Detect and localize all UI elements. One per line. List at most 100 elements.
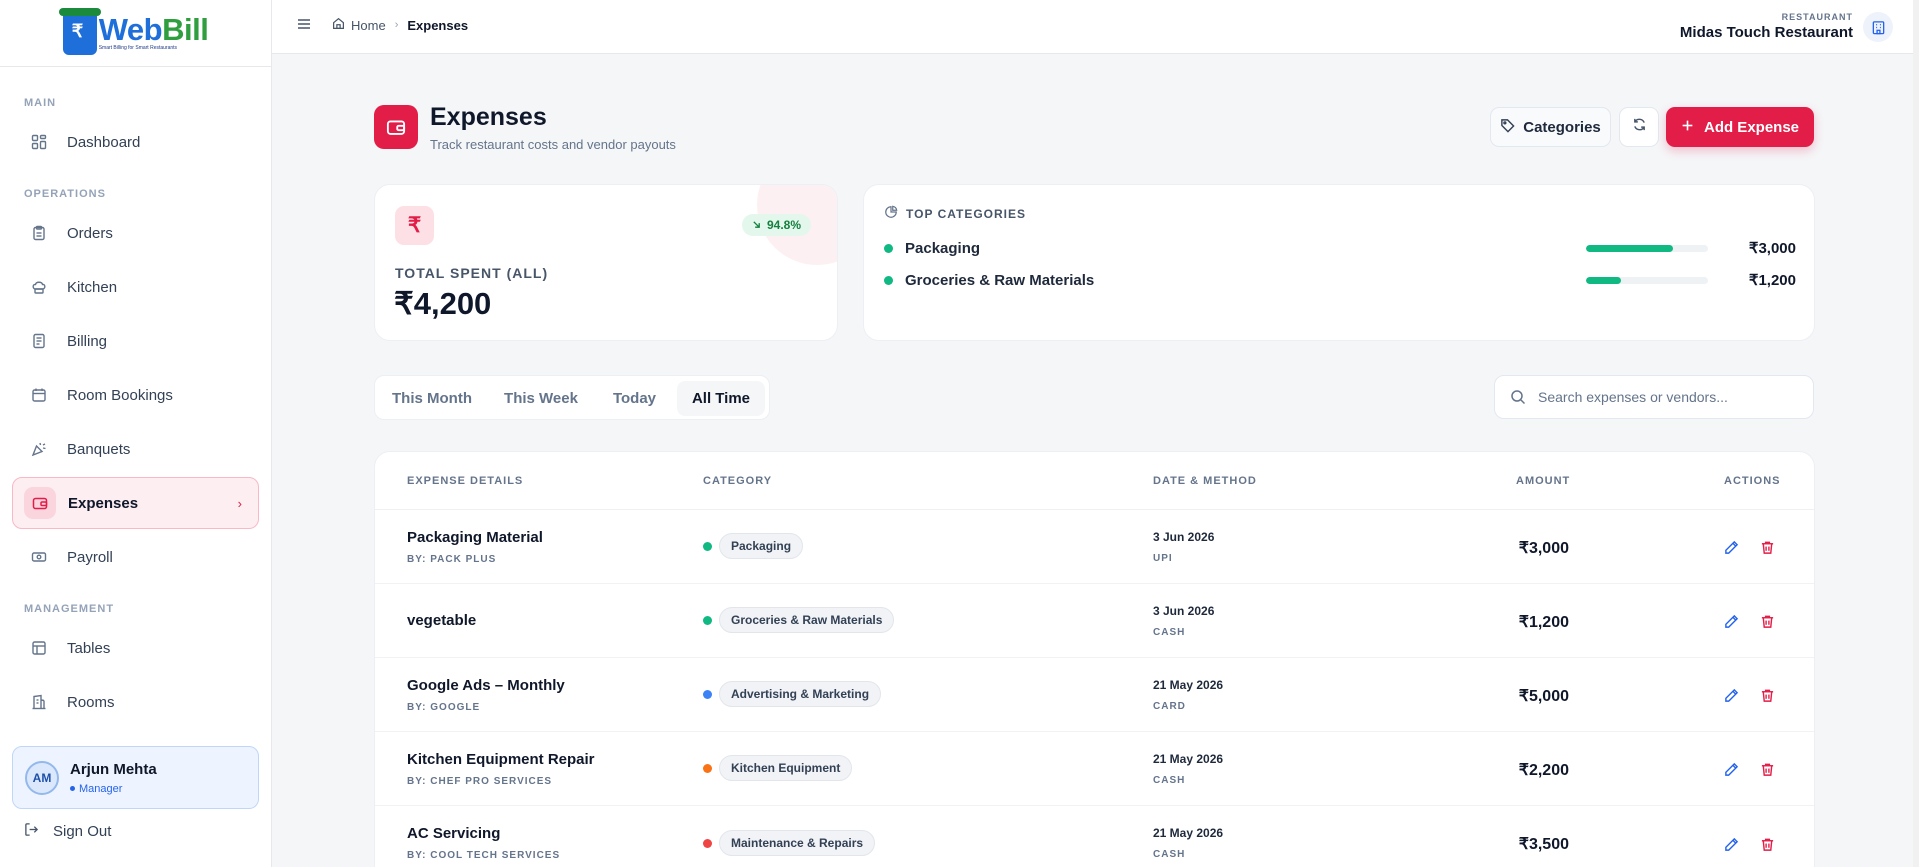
arrow-down-right-icon [752, 218, 761, 232]
trash-icon[interactable] [1756, 833, 1778, 855]
logo-bill-icon [58, 8, 101, 55]
expense-date: 21 May 2026 [1153, 678, 1224, 692]
pie-chart-icon [884, 205, 898, 222]
payment-method: UPI [1153, 553, 1173, 564]
building-icon [28, 691, 50, 713]
table-row[interactable]: Kitchen Equipment Repair BY: CHEF PRO SE… [375, 732, 1814, 806]
add-expense-button[interactable]: Add Expense [1666, 107, 1814, 147]
clipboard-icon [28, 222, 50, 244]
edit-icon[interactable] [1720, 758, 1742, 780]
restaurant-name: Midas Touch Restaurant [1679, 24, 1853, 41]
category-dot-icon [884, 275, 893, 285]
trash-icon[interactable] [1756, 758, 1778, 780]
top-category-amount: ₹1,200 [1748, 272, 1796, 289]
column-header-actions: ACTIONS [1724, 475, 1781, 487]
page-scrollbar[interactable] [1913, 0, 1919, 867]
expenses-wallet-icon [374, 105, 418, 149]
search-icon [1510, 389, 1526, 405]
sidebar-item-room-bookings[interactable]: Room Bookings [12, 369, 259, 421]
header-divider [375, 509, 1814, 510]
total-spent-card: ₹ 94.8% TOTAL SPENT (ALL) ₹4,200 [374, 184, 838, 341]
expense-title: Kitchen Equipment Repair [407, 751, 595, 768]
search-box [1494, 375, 1814, 419]
expense-title: vegetable [407, 612, 477, 629]
payment-method: CASH [1153, 849, 1186, 860]
page-subtitle: Track restaurant costs and vendor payout… [430, 137, 676, 152]
column-header-amount: AMOUNT [1516, 475, 1571, 487]
payment-method: CASH [1153, 627, 1186, 638]
refresh-button[interactable] [1619, 107, 1659, 147]
edit-icon[interactable] [1720, 610, 1742, 632]
role-dot-icon [70, 786, 75, 791]
edit-icon[interactable] [1720, 833, 1742, 855]
expense-date: 21 May 2026 [1153, 826, 1224, 840]
category-progress-fill [1586, 244, 1673, 252]
sign-out-label: Sign Out [53, 823, 112, 840]
trash-icon[interactable] [1756, 536, 1778, 558]
restaurant-info: RESTAURANT Midas Touch Restaurant [1680, 12, 1853, 41]
table-row[interactable]: Packaging Material BY: PACK PLUS Packagi… [375, 510, 1814, 584]
logout-icon [24, 822, 39, 841]
top-category-row: Groceries & Raw Materials ₹1,200 [884, 270, 1796, 290]
sidebar-item-orders[interactable]: Orders [12, 207, 259, 259]
sidebar-item-kitchen[interactable]: Kitchen [12, 261, 259, 313]
restaurant-building-icon[interactable] [1863, 12, 1893, 42]
topbar: Home › Expenses RESTAURANT Midas Touch R… [272, 0, 1919, 54]
categories-button[interactable]: Categories [1490, 107, 1611, 147]
sign-out-button[interactable]: Sign Out [24, 822, 111, 841]
table-row[interactable]: vegetable Groceries & Raw Materials 3 Ju… [375, 584, 1814, 658]
dashboard-icon [28, 131, 50, 153]
sidebar-item-label: Billing [67, 332, 108, 350]
edit-icon[interactable] [1720, 684, 1742, 706]
column-header-category: CATEGORY [703, 475, 773, 487]
expense-amount: ₹2,200 [1518, 762, 1569, 779]
table-row[interactable]: Google Ads – Monthly BY: GOOGLE Advertis… [375, 658, 1814, 732]
total-spent-value: ₹4,200 [394, 286, 492, 321]
logo-word-web: Web [98, 12, 163, 47]
logo-word-bill: Bill [162, 12, 209, 47]
menu-icon[interactable] [296, 16, 316, 36]
trash-icon[interactable] [1756, 610, 1778, 632]
expense-amount: ₹5,000 [1518, 688, 1569, 705]
sidebar-item-expenses[interactable]: Expenses › [12, 477, 259, 529]
sidebar-item-tables[interactable]: Tables [12, 622, 259, 674]
sidebar-item-label: Room Bookings [67, 386, 173, 404]
avatar: AM [25, 760, 59, 795]
sidebar-item-label: Orders [67, 224, 113, 242]
sidebar-item-billing[interactable]: Billing [12, 315, 259, 367]
expense-vendor: BY: COOL TECH SERVICES [407, 850, 561, 861]
expense-date: 21 May 2026 [1153, 752, 1224, 766]
edit-icon[interactable] [1720, 536, 1742, 558]
sidebar-item-label: Tables [67, 639, 111, 657]
expense-title: Google Ads – Monthly [407, 677, 565, 694]
tab-this-week[interactable]: This Week [504, 390, 578, 407]
top-category-amount: ₹3,000 [1748, 240, 1796, 257]
banknote-icon [28, 546, 50, 568]
tab-this-month[interactable]: This Month [392, 390, 472, 407]
tab-today[interactable]: Today [612, 390, 657, 407]
table-row[interactable]: AC Servicing BY: COOL TECH SERVICES Main… [375, 806, 1814, 867]
category-progress-fill [1586, 276, 1622, 284]
wallet-icon [24, 487, 56, 519]
expenses-table: EXPENSE DETAILS CATEGORY DATE & METHOD A… [374, 451, 1815, 867]
home-icon [332, 17, 345, 33]
payment-method: CASH [1153, 775, 1186, 786]
sidebar-item-rooms[interactable]: Rooms [12, 676, 259, 728]
sidebar: WebBill Smart Billing for Smart Restaura… [0, 0, 272, 867]
breadcrumb-home[interactable]: Home [332, 17, 386, 33]
webbill-logo[interactable]: WebBill Smart Billing for Smart Restaura… [58, 8, 209, 55]
sidebar-item-dashboard[interactable]: Dashboard [12, 116, 259, 168]
category-dot-icon [703, 763, 712, 773]
tab-all-time[interactable]: All Time [677, 381, 765, 416]
user-role: Manager [70, 783, 157, 795]
category-dot-icon [884, 243, 893, 253]
top-categories-card: TOP CATEGORIES Packaging ₹3,000 Grocerie… [863, 184, 1815, 341]
expense-vendor: BY: GOOGLE [407, 702, 481, 713]
tag-icon [1500, 118, 1515, 137]
user-card[interactable]: AM Arjun Mehta Manager [12, 746, 259, 809]
trash-icon[interactable] [1756, 684, 1778, 706]
sidebar-item-payroll[interactable]: Payroll [12, 531, 259, 583]
search-input[interactable] [1538, 389, 1788, 405]
sidebar-item-banquets[interactable]: Banquets [12, 423, 259, 475]
logo-area: WebBill Smart Billing for Smart Restaura… [0, 0, 271, 67]
